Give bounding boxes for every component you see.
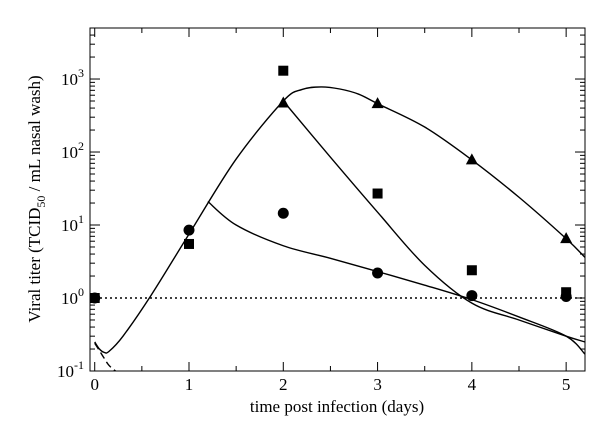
y-tick-label-base: 10 — [61, 216, 78, 235]
model-curve — [207, 200, 585, 355]
y-axis-label-rest: / mL nasal wash) — [25, 75, 44, 195]
y-tick-label-exponent: 2 — [78, 139, 84, 153]
square-point — [466, 265, 477, 276]
triangle-point — [465, 153, 478, 165]
y-tick-label: 100 — [61, 285, 84, 308]
circle-point — [372, 267, 384, 279]
y-axis-label-subscript: 50 — [34, 196, 48, 208]
y-tick-label-exponent: 3 — [78, 66, 84, 80]
square-point — [184, 238, 194, 249]
triangle-point — [371, 97, 384, 109]
y-tick-label-base: 10 — [61, 289, 78, 308]
x-tick-label: 0 — [90, 375, 99, 394]
x-axis-label: time post infection (days) — [250, 397, 424, 416]
triangle-point — [560, 232, 573, 244]
circle-point — [183, 224, 195, 236]
y-axis-label: Viral titer (TCID50 / mL nasal wash) — [25, 75, 48, 322]
plot-frame — [89, 27, 586, 372]
x-tick-label: 4 — [468, 375, 477, 394]
y-tick-label-exponent: -1 — [74, 358, 84, 372]
y-tick-label: 101 — [61, 212, 84, 235]
x-tick-label: 2 — [279, 375, 288, 394]
x-tick-label: 3 — [373, 375, 382, 394]
x-tick-label: 5 — [562, 375, 571, 394]
x-tick-label: 1 — [185, 375, 194, 394]
y-tick-label: 102 — [61, 139, 84, 162]
model-curve — [282, 100, 585, 343]
y-tick-label-base: 10 — [57, 362, 74, 381]
y-axis-label-main: Viral titer (TCID — [25, 208, 44, 323]
y-tick-label-base: 10 — [61, 143, 78, 162]
y-tick-label: 10-1 — [57, 358, 84, 381]
square-point — [372, 188, 383, 199]
circle-point — [560, 290, 572, 302]
triangle-point — [277, 96, 290, 108]
y-tick-label-exponent: 1 — [78, 212, 84, 226]
y-tick-label: 103 — [61, 66, 84, 89]
y-tick-label-base: 10 — [61, 70, 78, 89]
y-tick-label-exponent: 0 — [78, 285, 84, 299]
circle-point — [466, 290, 478, 302]
square-point — [278, 65, 289, 76]
circle-point — [277, 207, 289, 219]
